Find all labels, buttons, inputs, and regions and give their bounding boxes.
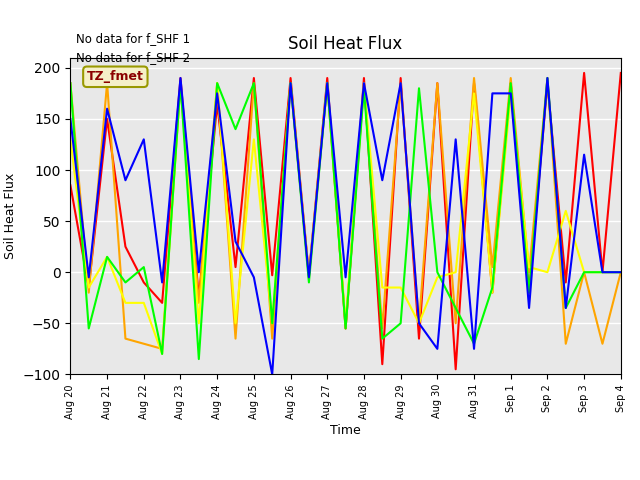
Title: Soil Heat Flux: Soil Heat Flux <box>289 35 403 53</box>
Text: No data for f_SHF 1: No data for f_SHF 1 <box>76 32 190 45</box>
Text: No data for f_SHF 2: No data for f_SHF 2 <box>76 51 190 64</box>
Text: TZ_fmet: TZ_fmet <box>87 70 144 83</box>
X-axis label: Time: Time <box>330 424 361 437</box>
Y-axis label: Soil Heat Flux: Soil Heat Flux <box>4 173 17 259</box>
